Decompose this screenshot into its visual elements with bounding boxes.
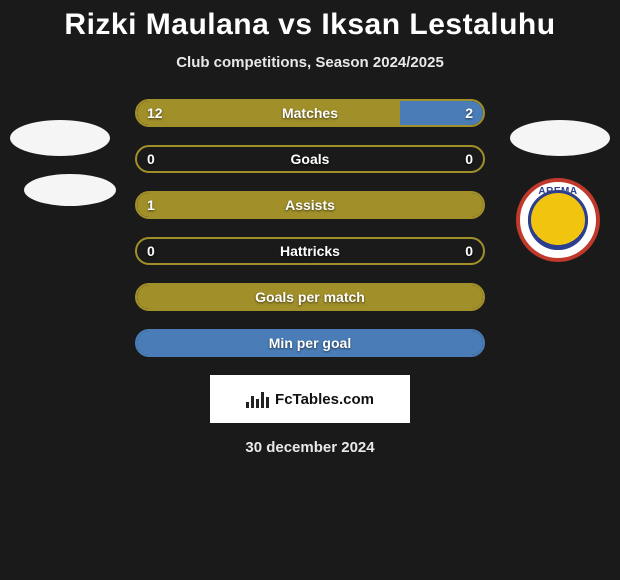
chart-row: Matches122 <box>135 99 485 127</box>
chart-row: Goals00 <box>135 145 485 173</box>
fill-left <box>137 285 483 309</box>
page-subtitle: Club competitions, Season 2024/2025 <box>0 54 620 71</box>
fill-left <box>137 101 400 125</box>
date-label: 30 december 2024 <box>0 439 620 456</box>
chart-row: Hattricks00 <box>135 237 485 265</box>
fill-right <box>137 331 483 355</box>
attribution-text: FcTables.com <box>275 391 374 408</box>
chart-row: Goals per match <box>135 283 485 311</box>
fill-right <box>400 101 483 125</box>
chart-track <box>135 283 485 311</box>
chart-track <box>135 99 485 127</box>
chart-track <box>135 237 485 265</box>
chart-row: Assists1 <box>135 191 485 219</box>
attribution-badge: FcTables.com <box>210 375 410 423</box>
comparison-chart: Matches122 Goals00 Assists1 Hattricks00 Goal… <box>0 99 620 357</box>
chart-track <box>135 191 485 219</box>
fill-left <box>137 193 483 217</box>
chart-track <box>135 329 485 357</box>
chart-row: Min per goal <box>135 329 485 357</box>
page-title: Rizki Maulana vs Iksan Lestaluhu <box>0 0 620 42</box>
chart-track <box>135 145 485 173</box>
bar-chart-icon <box>246 390 269 408</box>
